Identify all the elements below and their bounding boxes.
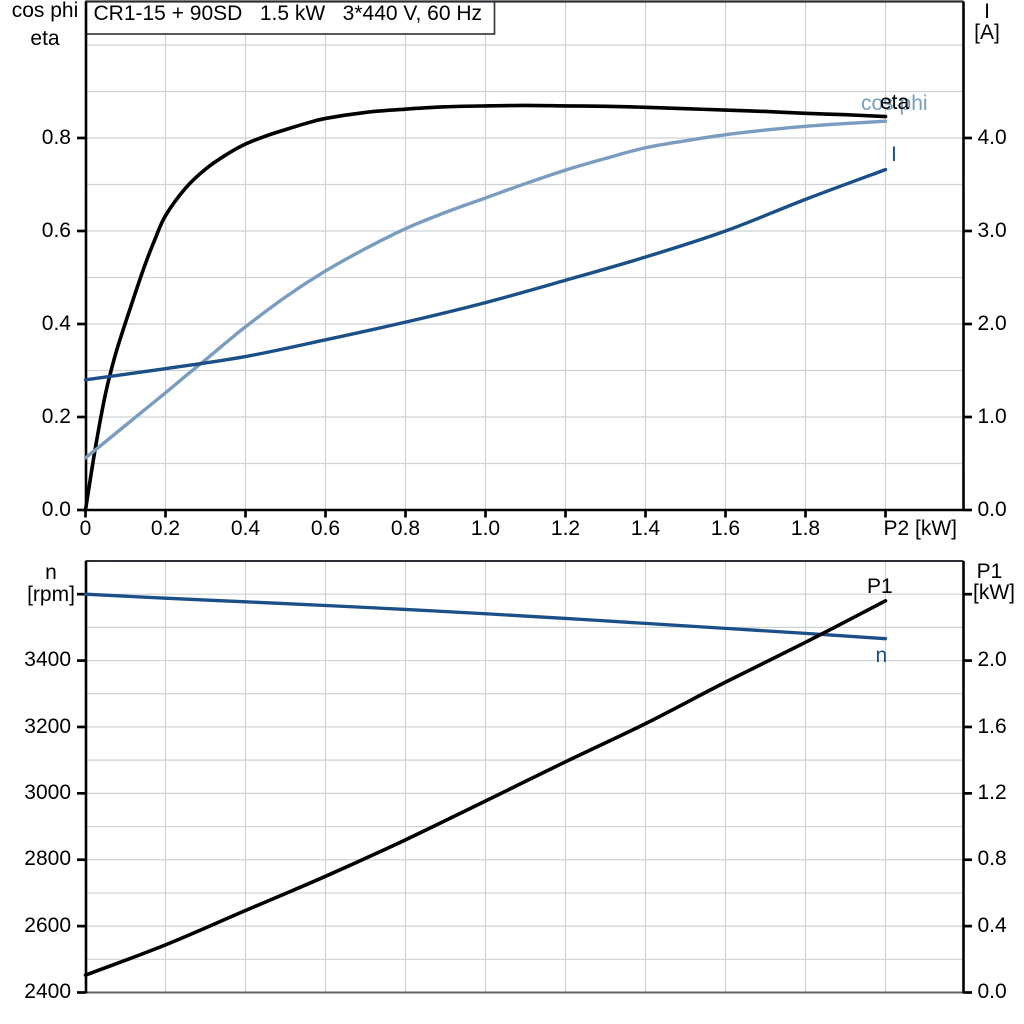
curve-label-n: n: [875, 644, 888, 667]
y-right-tick-label: 2.0: [977, 648, 1007, 672]
y-right-tick-label: 0.4: [977, 913, 1007, 937]
y-right-tick-label: 0.8: [977, 847, 1007, 871]
y-right-tick-label: 0.0: [977, 497, 1007, 521]
curve-P1: [83, 599, 888, 977]
y-left-tick-label: 2800: [24, 847, 71, 871]
y-right-tick-label: 0.0: [977, 980, 1007, 1003]
y-left-tick-label: 0.8: [41, 125, 71, 149]
curve-I: [83, 167, 888, 382]
y-left-tick-label: 0.6: [41, 218, 71, 242]
y-left-tick-label: 0.4: [41, 311, 71, 335]
upper-left-axis-title-line1: cos phi: [11, 0, 79, 22]
title-box-text: CR1-15 + 90SD 1.5 kW 3*440 V, 60 Hz: [93, 1, 483, 25]
x-tick-label: 1.0: [470, 516, 501, 540]
x-tick-label: 0.4: [230, 516, 261, 540]
curve-label-eta: eta: [880, 91, 910, 114]
y-left-tick-label: 0.2: [41, 404, 71, 428]
y-right-tick-label: 1.6: [977, 714, 1007, 738]
x-tick-label: 1.4: [630, 516, 661, 540]
lower-right-axis-title-line2: [kW]: [973, 580, 1015, 604]
x-tick-label: 1.2: [550, 516, 581, 540]
curve-n: [83, 592, 888, 641]
x-tick-label: 0.2: [150, 516, 181, 540]
y-right-tick-label: 1.0: [977, 404, 1007, 428]
y-left-tick-label: 0.0: [41, 497, 71, 521]
y-right-tick-label: 3.0: [977, 218, 1007, 242]
y-right-tick-label: 1.2: [977, 780, 1007, 804]
y-left-tick-label: 3000: [24, 780, 71, 804]
curve-label-cos-phi: cos phi: [861, 92, 928, 115]
lower-left-axis-title-line2: [rpm]: [27, 583, 75, 606]
y-left-tick-label: 2400: [24, 980, 71, 1003]
upper-right-axis-title-line1: I: [984, 0, 990, 23]
y-left-tick-label: 3400: [24, 648, 71, 672]
x-tick-label: 1.6: [710, 516, 741, 540]
lower-left-axis-title-line1: n: [45, 561, 57, 584]
curve-eta: [83, 103, 888, 512]
lower-right-axis-title-line1: P1: [976, 560, 1003, 583]
x-tick-label: 1.8: [790, 516, 821, 540]
y-left-tick-label: 2600: [24, 913, 71, 937]
x-tick-label: 0: [79, 516, 92, 540]
upper-left-axis-title-line2: eta: [30, 27, 60, 50]
x-tick-label: 0.8: [390, 516, 421, 540]
x-axis-title: P2 [kW]: [883, 516, 957, 540]
y-right-tick-label: 2.0: [977, 311, 1007, 335]
y-right-tick-label: 4.0: [977, 125, 1007, 149]
y-left-tick-label: 3200: [24, 714, 71, 738]
upper-right-axis-title-line2: [A]: [974, 20, 1000, 44]
curve-label-current: I: [891, 142, 897, 166]
curve-cos-phi: [83, 119, 888, 460]
x-tick-label: 0.6: [310, 516, 341, 540]
curve-label-p1: P1: [867, 575, 893, 598]
